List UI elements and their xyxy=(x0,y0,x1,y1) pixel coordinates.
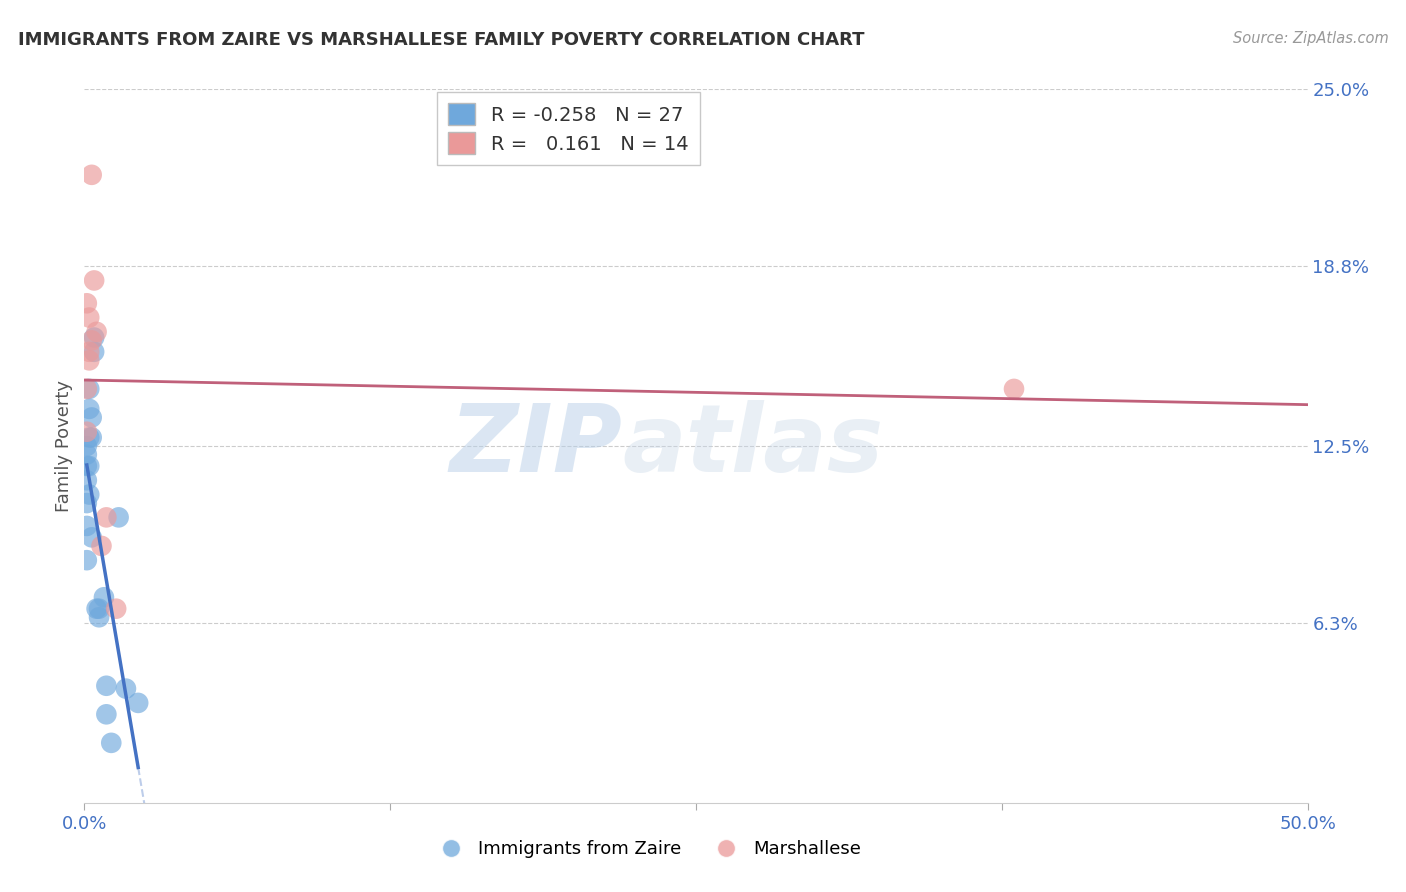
Point xyxy=(77,430,100,444)
Point xyxy=(80,168,103,182)
Point xyxy=(76,382,98,396)
Point xyxy=(96,679,118,693)
Point xyxy=(77,344,100,359)
Point xyxy=(1002,382,1025,396)
Point xyxy=(86,601,108,615)
Point xyxy=(77,353,100,368)
Point xyxy=(96,510,118,524)
Point xyxy=(77,401,100,416)
Point xyxy=(86,325,108,339)
Text: IMMIGRANTS FROM ZAIRE VS MARSHALLESE FAMILY POVERTY CORRELATION CHART: IMMIGRANTS FROM ZAIRE VS MARSHALLESE FAM… xyxy=(18,31,865,49)
Point xyxy=(93,591,115,605)
Point xyxy=(77,310,100,325)
Point xyxy=(77,382,100,396)
Point xyxy=(80,334,103,348)
Text: Source: ZipAtlas.com: Source: ZipAtlas.com xyxy=(1233,31,1389,46)
Point xyxy=(76,425,98,439)
Point xyxy=(96,707,118,722)
Point xyxy=(83,273,105,287)
Point xyxy=(107,510,129,524)
Point xyxy=(115,681,138,696)
Point xyxy=(76,473,98,487)
Point xyxy=(76,496,98,510)
Point xyxy=(127,696,149,710)
Point xyxy=(77,487,100,501)
Legend: Immigrants from Zaire, Marshallese: Immigrants from Zaire, Marshallese xyxy=(426,833,869,865)
Point xyxy=(87,610,110,624)
Point xyxy=(87,601,110,615)
Text: ZIP: ZIP xyxy=(450,400,623,492)
Point xyxy=(76,458,98,473)
Point xyxy=(100,736,122,750)
Point xyxy=(80,430,103,444)
Point xyxy=(105,601,128,615)
Point xyxy=(76,296,98,310)
Point xyxy=(83,344,105,359)
Point xyxy=(80,410,103,425)
Point xyxy=(83,330,105,344)
Point xyxy=(76,439,98,453)
Point xyxy=(80,530,103,544)
Point xyxy=(76,448,98,462)
Text: atlas: atlas xyxy=(623,400,884,492)
Point xyxy=(77,458,100,473)
Point xyxy=(76,519,98,533)
Y-axis label: Family Poverty: Family Poverty xyxy=(55,380,73,512)
Point xyxy=(76,553,98,567)
Point xyxy=(90,539,112,553)
